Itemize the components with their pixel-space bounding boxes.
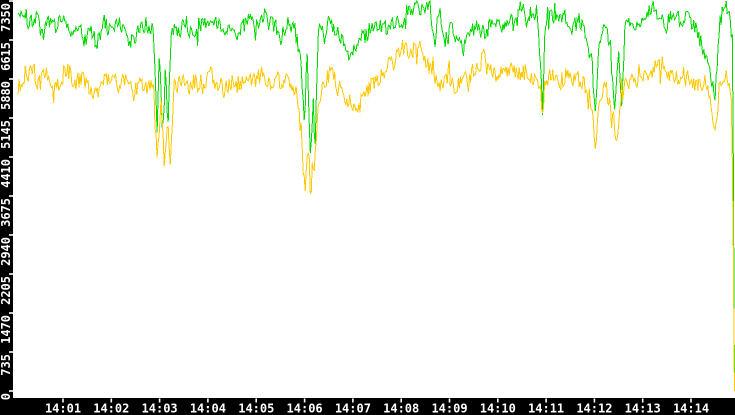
x-axis-band <box>0 398 735 415</box>
y-tick <box>9 351 14 353</box>
y-tick-label: 2205 <box>0 276 13 305</box>
y-tick <box>9 0 14 2</box>
x-tick <box>497 398 499 403</box>
x-tick-label: 14:01 <box>45 402 81 415</box>
x-tick <box>110 398 113 403</box>
yellow-series-line <box>17 39 735 392</box>
y-tick-label: 1470 <box>0 315 13 344</box>
y-tick <box>9 234 14 236</box>
x-tick <box>255 398 257 403</box>
y-tick-label: 3675 <box>0 198 13 227</box>
x-tick-label: 14:07 <box>335 402 371 415</box>
x-tick-label: 14:11 <box>528 402 564 415</box>
y-tick <box>9 78 14 80</box>
y-tick <box>9 39 14 41</box>
x-tick-label: 14:03 <box>142 402 178 415</box>
green-series-line <box>17 0 735 392</box>
y-tick-label: 2940 <box>0 237 13 266</box>
y-tick-label: 5880 <box>0 81 13 110</box>
x-tick-label: 14:13 <box>625 402 661 415</box>
y-tick <box>9 195 14 197</box>
x-tick-label: 14:02 <box>93 402 129 415</box>
y-tick <box>9 312 14 314</box>
y-tick <box>9 117 14 119</box>
x-tick <box>158 398 161 403</box>
x-tick <box>400 398 402 403</box>
series-group <box>17 0 735 392</box>
x-tick <box>641 398 644 403</box>
x-tick <box>207 398 209 403</box>
y-tick <box>9 273 14 275</box>
y-tick <box>9 390 14 392</box>
x-tick-label: 14:04 <box>190 402 226 415</box>
x-tick-label: 14:06 <box>287 402 323 415</box>
x-tick <box>352 398 354 403</box>
y-tick-label: 7350 <box>0 3 13 32</box>
y-tick-label: 4410 <box>0 159 13 188</box>
x-tick <box>62 398 64 403</box>
x-tick <box>448 398 451 403</box>
x-tick <box>690 398 692 403</box>
x-axis-ticks <box>62 398 692 403</box>
x-tick-label: 14:09 <box>431 402 467 415</box>
y-axis-ticks <box>9 0 14 392</box>
y-tick-label: 735 <box>0 354 13 376</box>
x-axis-labels: 14:01 14:02 14:03 14:04 14:05 14:06 14:07 14:08… <box>45 402 709 415</box>
x-tick-label: 14:05 <box>238 402 274 415</box>
y-tick-label: 0 <box>0 393 13 400</box>
y-axis-band <box>0 0 13 415</box>
x-tick-label: 14:14 <box>673 402 709 415</box>
y-tick-label: 5145 <box>0 120 13 149</box>
x-tick <box>303 398 306 403</box>
x-tick-label: 14:08 <box>383 402 419 415</box>
x-tick <box>545 398 547 403</box>
y-tick <box>9 156 14 158</box>
x-tick-label: 14:10 <box>480 402 516 415</box>
y-tick-label: 6615 <box>0 42 13 71</box>
x-tick-label: 14:12 <box>576 402 612 415</box>
x-tick <box>593 398 596 403</box>
